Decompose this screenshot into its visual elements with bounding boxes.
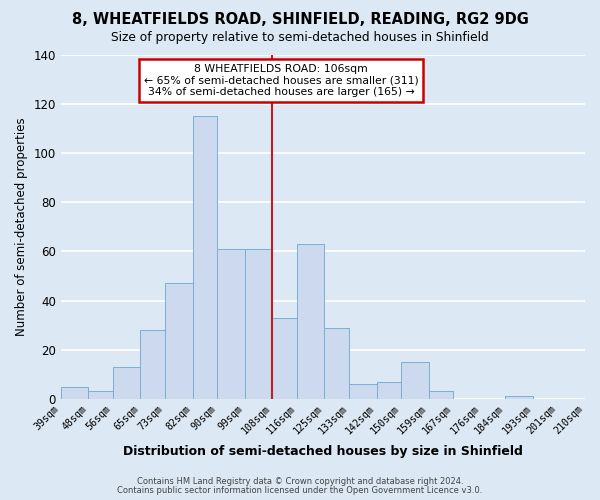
Bar [61, 386, 88, 399]
Bar [165, 284, 193, 399]
Text: 8 WHEATFIELDS ROAD: 106sqm
← 65% of semi-detached houses are smaller (311)
34% o: 8 WHEATFIELDS ROAD: 106sqm ← 65% of semi… [143, 64, 418, 97]
Bar [217, 249, 245, 399]
Bar [349, 384, 377, 399]
Bar [88, 392, 113, 399]
X-axis label: Distribution of semi-detached houses by size in Shinfield: Distribution of semi-detached houses by … [123, 444, 523, 458]
Bar [193, 116, 217, 399]
Text: 8, WHEATFIELDS ROAD, SHINFIELD, READING, RG2 9DG: 8, WHEATFIELDS ROAD, SHINFIELD, READING,… [71, 12, 529, 28]
Bar [505, 396, 533, 399]
Bar [428, 392, 453, 399]
Bar [245, 249, 272, 399]
Bar [325, 328, 349, 399]
Y-axis label: Number of semi-detached properties: Number of semi-detached properties [15, 118, 28, 336]
Bar [113, 367, 140, 399]
Bar [297, 244, 325, 399]
Bar [585, 396, 600, 399]
Text: Size of property relative to semi-detached houses in Shinfield: Size of property relative to semi-detach… [111, 31, 489, 44]
Bar [272, 318, 297, 399]
Bar [401, 362, 428, 399]
Text: Contains HM Land Registry data © Crown copyright and database right 2024.: Contains HM Land Registry data © Crown c… [137, 477, 463, 486]
Bar [377, 382, 401, 399]
Bar [140, 330, 165, 399]
Text: Contains public sector information licensed under the Open Government Licence v3: Contains public sector information licen… [118, 486, 482, 495]
